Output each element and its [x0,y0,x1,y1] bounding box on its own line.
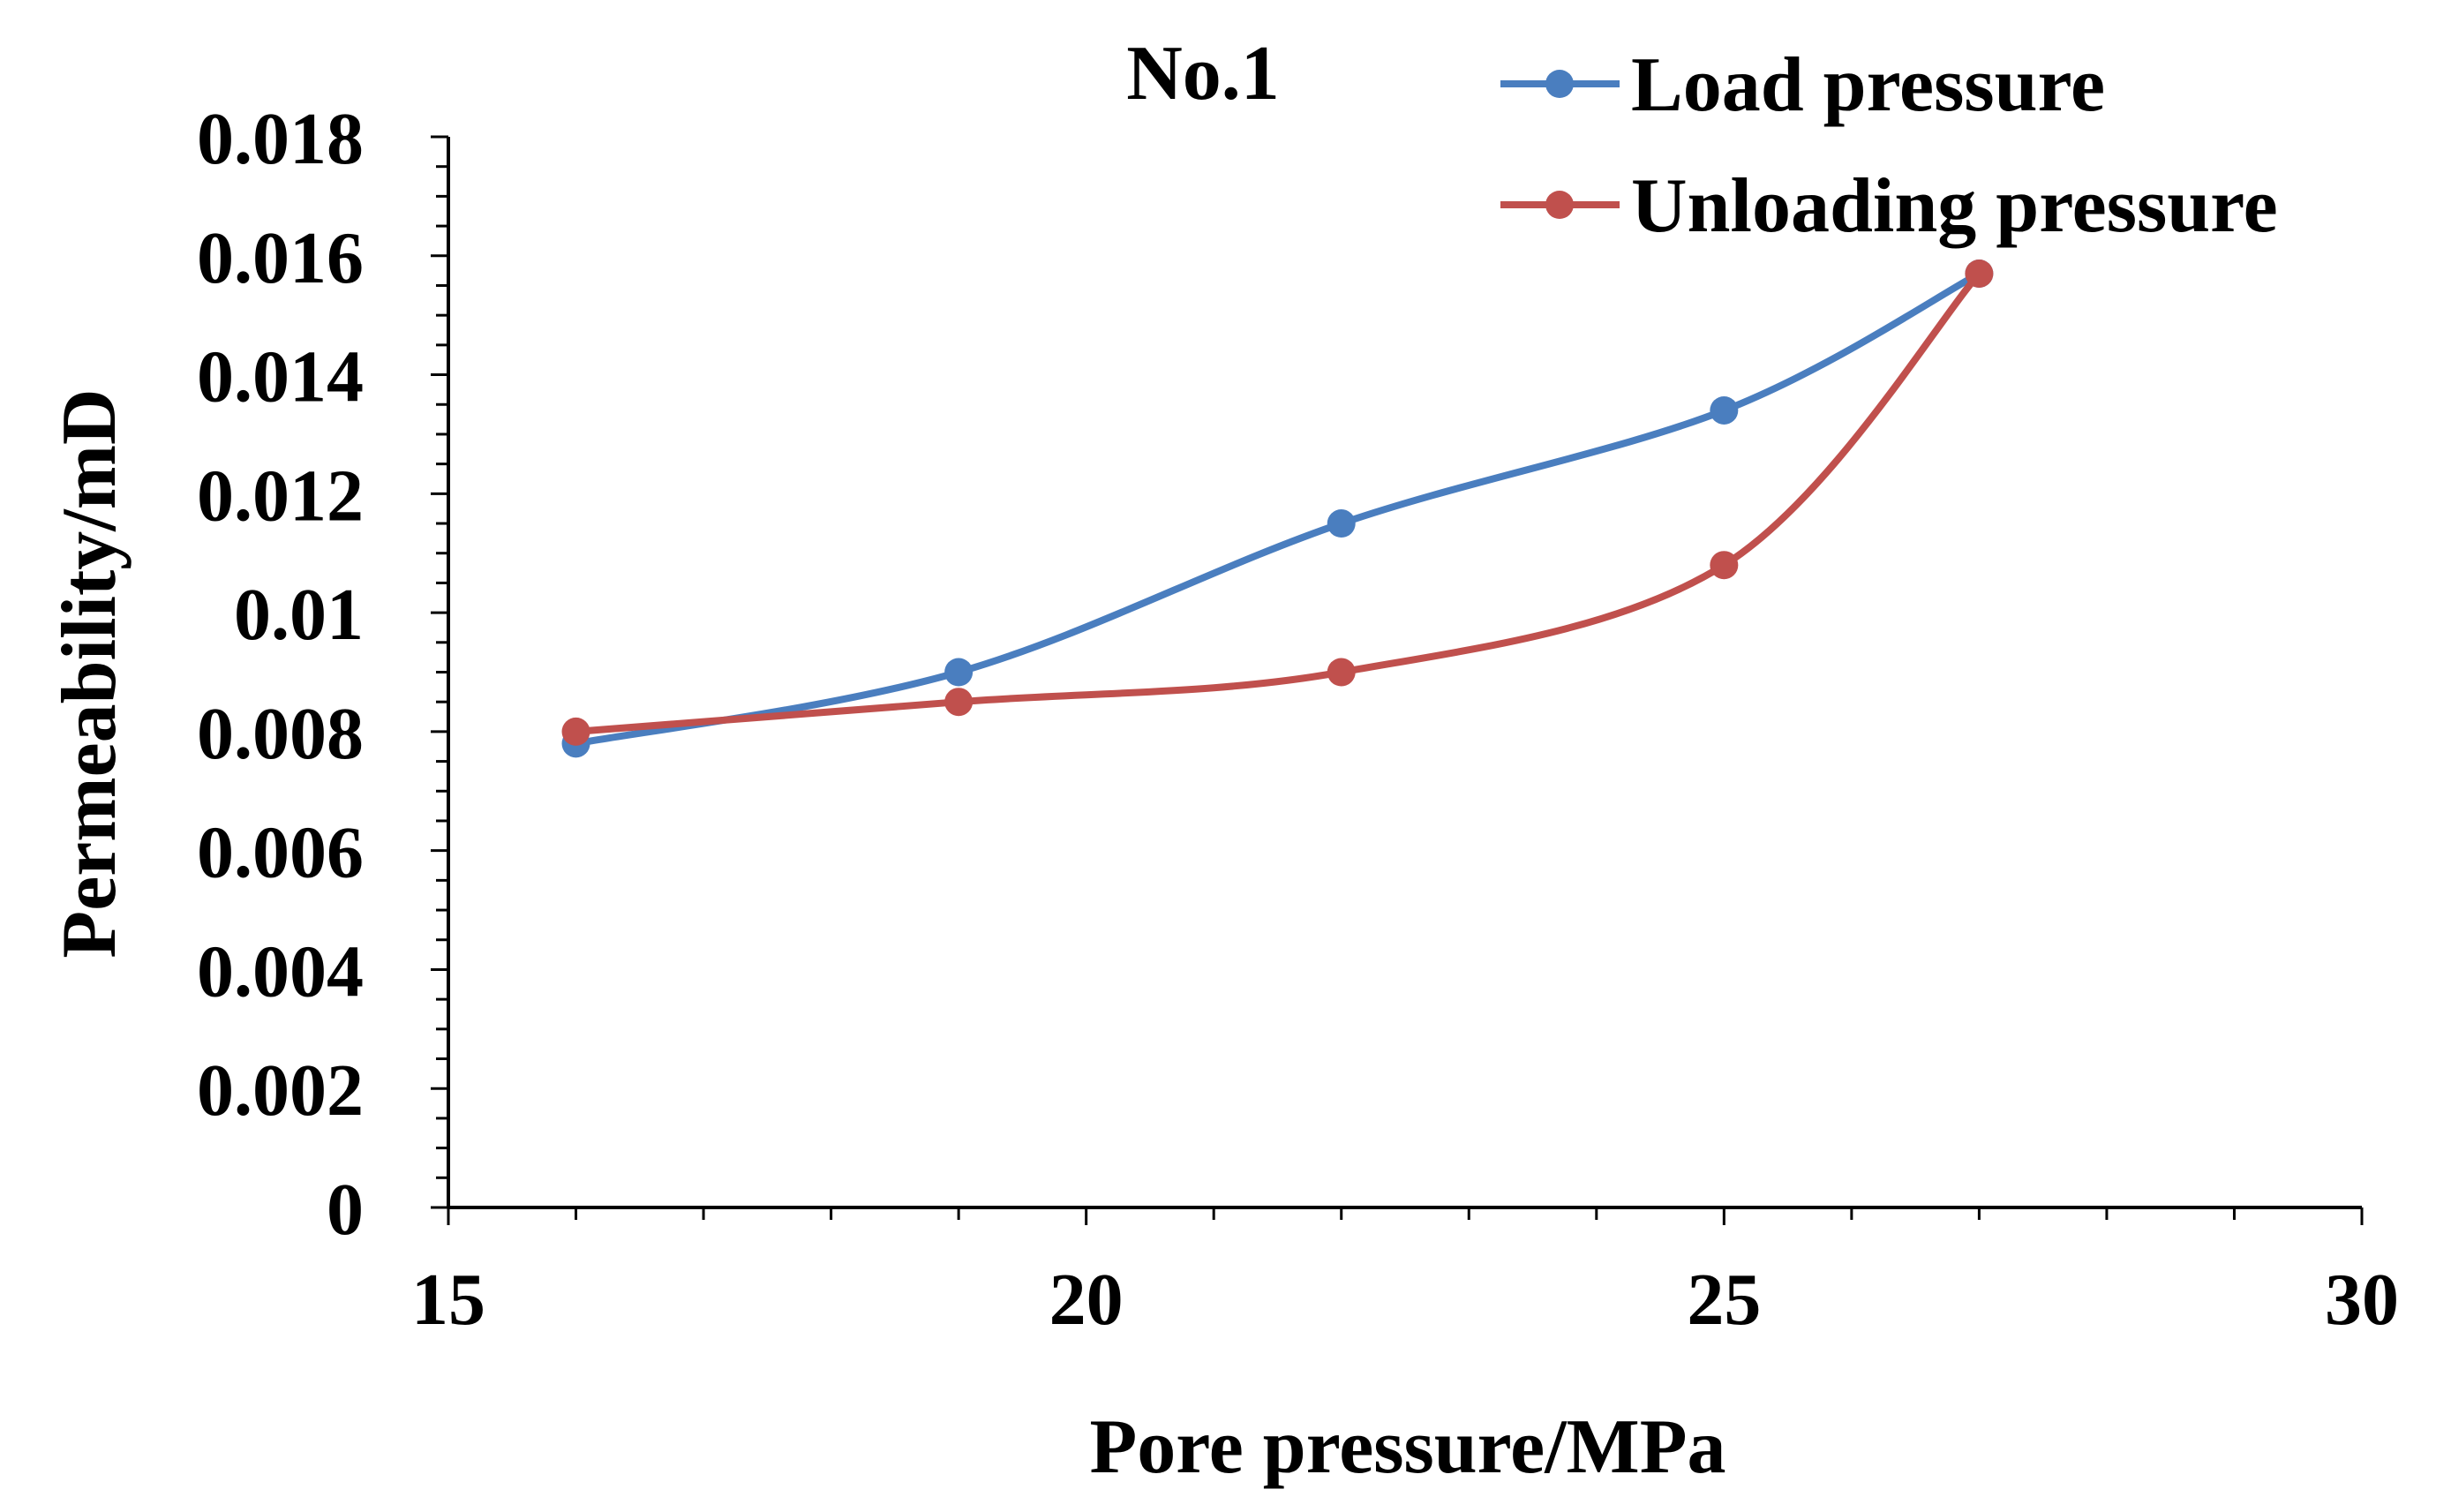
legend: Load pressure Unloading pressure [1500,42,2278,249]
data-point-load-pressure [1327,509,1356,538]
x-axis-title: Pore pressure/MPa [1090,1404,1726,1490]
legend-label-unloading-pressure: Unloading pressure [1631,163,2278,249]
y-tick-label: 0.006 [197,812,364,894]
data-point-load-pressure [944,658,974,687]
series-line-load-pressure [572,269,1983,748]
series-layer [561,259,1994,758]
y-tick-label: 0.016 [197,217,364,299]
y-tick-label: 0.008 [197,693,364,775]
axes [447,137,2362,1209]
x-tick-label: 30 [2325,1259,2399,1341]
y-tick-label: 0.004 [197,930,364,1012]
x-tick-label: 20 [1049,1259,1124,1341]
x-tick-label: 15 [411,1259,485,1341]
y-tick-label: 0.018 [197,98,364,180]
series-line-unloading-pressure [572,269,1983,735]
y-tick-label: 0 [327,1169,364,1251]
y-tick-label: 0.012 [197,455,364,537]
data-point-unloading-pressure [1327,658,1356,687]
legend-label-load-pressure: Load pressure [1631,42,2105,128]
y-axis-title: Permeability/mD [47,388,132,958]
legend-marker-unloading-pressure [1545,191,1574,219]
data-point-unloading-pressure [1965,259,1994,288]
y-tick-label: 0.01 [234,574,364,656]
data-point-unloading-pressure [944,688,974,717]
legend-marker-load-pressure [1545,70,1574,98]
data-point-load-pressure [1710,395,1739,425]
x-tick-label: 25 [1687,1259,1761,1341]
x-axis-ticks: 15 20 25 30 [411,1207,2399,1341]
y-tick-label: 0.014 [197,336,364,418]
chart-title: No.1 [1126,31,1280,117]
y-tick-label: 0.002 [197,1049,364,1132]
data-point-unloading-pressure [1710,551,1739,580]
y-axis-ticks: 0 0.002 0.004 0.006 0.008 0.01 0.012 0.014 0.016… [197,98,448,1251]
data-point-unloading-pressure [561,717,590,746]
